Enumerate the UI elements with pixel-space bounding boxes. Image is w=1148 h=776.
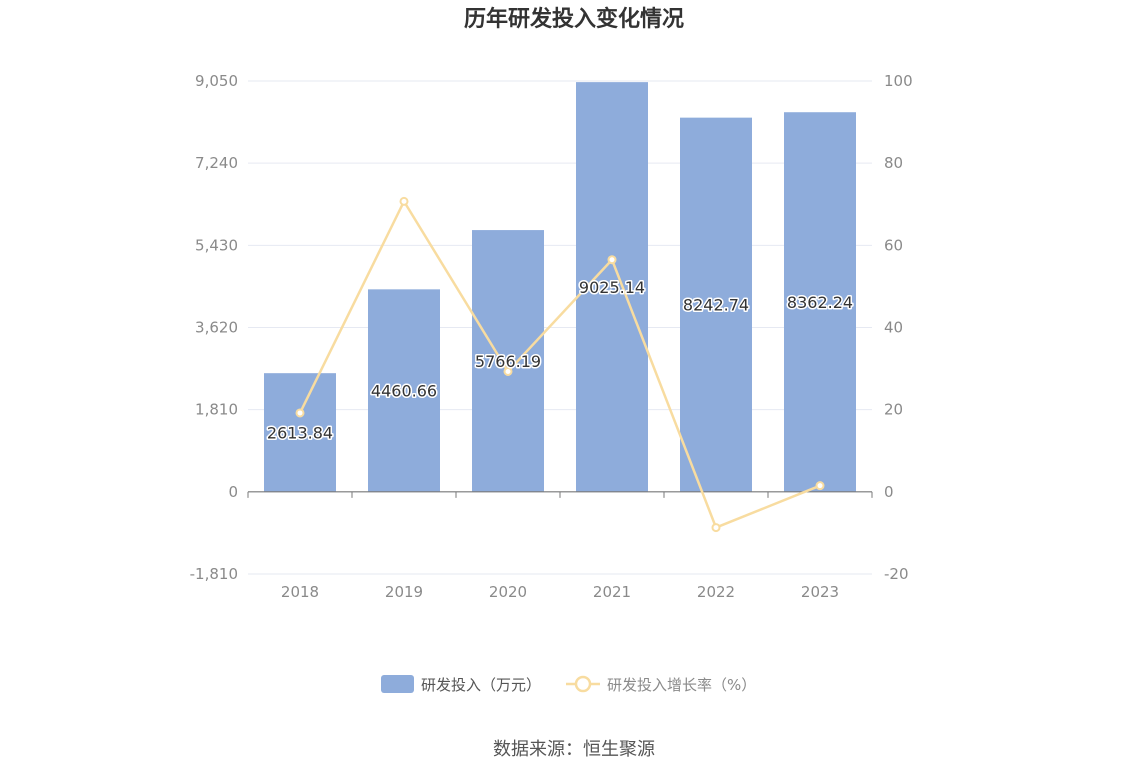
- line-point: [399, 196, 409, 206]
- y-left-tick-label: 1,810: [195, 401, 238, 419]
- bar: [472, 230, 544, 492]
- growth-line: [298, 200, 821, 529]
- x-tick-label: 2023: [801, 583, 839, 601]
- y-left-tick-label: 0: [228, 483, 238, 501]
- y-right-tick-label: 20: [884, 401, 903, 419]
- bar: [264, 373, 336, 492]
- bar-series: [264, 82, 856, 492]
- y-left-tick-label: 9,050: [195, 72, 238, 90]
- left-axis-ticks: 9,050 7,240 5,430 3,620 1,810 0 -1,810: [190, 72, 238, 583]
- y-right-tick-label: 80: [884, 154, 903, 172]
- legend[interactable]: 研发投入（万元） 研发投入增长率（%）: [381, 675, 756, 694]
- y-left-tick-label: 7,240: [195, 154, 238, 172]
- y-right-tick-label: 0: [884, 483, 894, 501]
- chart-title: 历年研发投入变化情况: [464, 6, 684, 32]
- legend-bar-swatch: [381, 675, 414, 693]
- line-point: [815, 481, 825, 491]
- line-point: [503, 366, 513, 376]
- y-left-tick-label: 5,430: [195, 236, 238, 254]
- legend-line-label: 研发投入增长率（%）: [607, 676, 756, 694]
- line-point: [295, 408, 305, 418]
- bar: [368, 289, 440, 492]
- y-left-tick-label: 3,620: [195, 319, 238, 337]
- bar: [784, 112, 856, 492]
- x-tick-label: 2020: [489, 583, 527, 601]
- legend-item-bar[interactable]: 研发投入（万元）: [381, 675, 541, 694]
- bar-data-labels: 2613.84 4460.66 5766.19 9025.14 8242.74 8362.…: [265, 276, 854, 444]
- y-left-tick-label: -1,810: [190, 565, 238, 583]
- right-axis-ticks: 100 80 60 40 20 0 -20: [884, 72, 913, 583]
- bar-value-label: 4460.66: [371, 382, 437, 401]
- y-right-tick-label: -20: [884, 565, 909, 583]
- line-point: [711, 523, 721, 533]
- line-series: [295, 196, 825, 533]
- x-tick-label: 2018: [281, 583, 319, 601]
- x-tick-label: 2021: [593, 583, 631, 601]
- bar-value-label: 8362.24: [787, 293, 853, 312]
- x-axis: 2018 2019 2020 2021 2022 2023: [247, 491, 873, 601]
- y-right-tick-label: 40: [884, 319, 903, 337]
- source-note: 数据来源：恒生聚源: [493, 739, 655, 760]
- bar-value-label: 8242.74: [683, 296, 749, 315]
- line-point: [607, 255, 617, 265]
- y-right-tick-label: 100: [884, 72, 913, 90]
- legend-line-marker: [574, 675, 592, 693]
- bar-value-label: 9025.14: [579, 278, 645, 297]
- bar-value-label: 5766.19: [475, 352, 541, 371]
- bar-value-label: 2613.84: [267, 424, 333, 443]
- x-tick-label: 2022: [697, 583, 735, 601]
- y-right-tick-label: 60: [884, 236, 903, 254]
- legend-item-line[interactable]: 研发投入增长率（%）: [566, 675, 756, 694]
- bar: [680, 117, 752, 492]
- x-tick-label: 2019: [385, 583, 423, 601]
- legend-bar-label: 研发投入（万元）: [421, 676, 541, 694]
